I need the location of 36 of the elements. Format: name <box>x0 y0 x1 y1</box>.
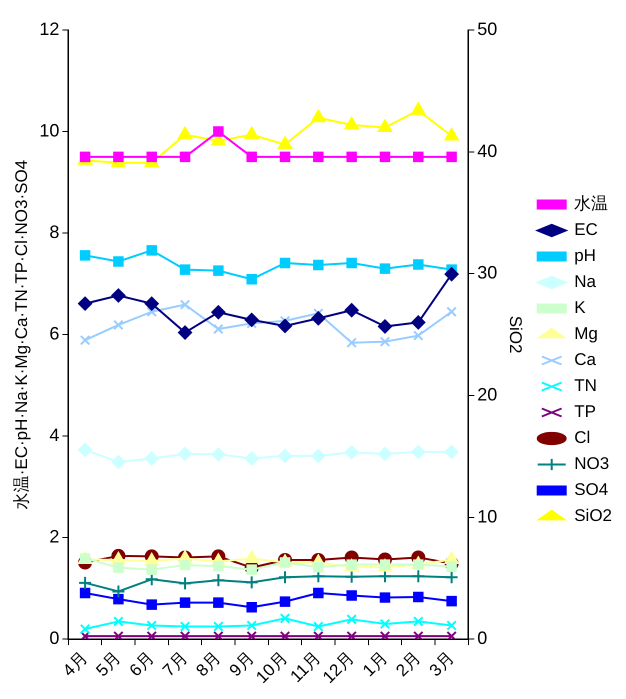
legend-label: EC <box>574 220 598 240</box>
legend-label: TN <box>574 376 597 396</box>
x-tick-label: 8月 <box>192 648 225 680</box>
y2-tick-label: 40 <box>477 140 498 161</box>
legend-label: Mg <box>574 324 598 344</box>
y-tick-label: 2 <box>49 526 60 547</box>
legend-label: Cl <box>574 428 590 448</box>
y2-tick-label: 20 <box>477 384 498 404</box>
y-tick-label: 10 <box>39 120 60 140</box>
x-tick-label: 2月 <box>392 648 424 680</box>
legend-label: Ca <box>574 350 596 370</box>
y-tick-label: 8 <box>49 222 60 242</box>
x-tick-label: 7月 <box>159 648 192 680</box>
y-tick-label: 12 <box>39 18 60 39</box>
y2-tick-label: 30 <box>477 262 498 283</box>
x-tick-label: 6月 <box>126 648 158 680</box>
legend-label: 水温 <box>574 194 608 214</box>
x-tick-label: 4月 <box>59 648 92 680</box>
x-tick-label: 3月 <box>426 648 458 680</box>
y-axis-title: 水温·EC·pH·Na·K·Mg·Ca·TN·TP·Cl·NO3·SO4 <box>12 160 31 510</box>
y2-tick-label: 0 <box>477 628 488 648</box>
legend-label: pH <box>574 246 596 266</box>
y-tick-label: 6 <box>49 324 60 344</box>
y-tick-label: 0 <box>49 628 60 648</box>
y2-tick-label: 50 <box>477 18 498 39</box>
legend-label: NO3 <box>574 454 610 474</box>
x-tick-label: 1月 <box>358 648 392 680</box>
y-tick-label: 4 <box>49 425 60 446</box>
legend-label: SO4 <box>574 480 608 500</box>
x-tick-label: 5月 <box>92 648 125 680</box>
legend-label: K <box>574 298 586 318</box>
legend-label: Na <box>574 272 596 292</box>
legend-label: SiO2 <box>574 506 612 526</box>
y2-tick-label: 10 <box>477 506 498 526</box>
legend-label: TP <box>574 402 596 422</box>
y2-axis-title: SiO2 <box>506 316 525 354</box>
